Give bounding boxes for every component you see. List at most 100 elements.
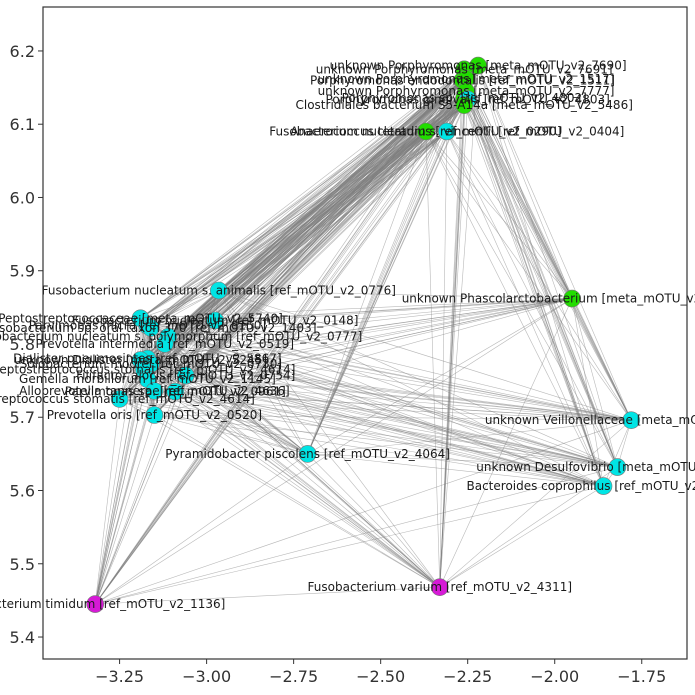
network-edge [477,65,632,421]
node-label: unknown Porphyromonas [meta_mOTU_v2_7690… [330,59,627,73]
network-edge [446,131,632,421]
network-edge [94,131,448,605]
network-edge [439,80,463,588]
network-edge [95,586,440,605]
network-edge [150,327,632,421]
network-edge [143,104,465,370]
network-edge [218,290,573,299]
network-edge [215,320,632,421]
network-node [594,477,613,495]
node-label: Fusobacterium nucleatum s. vincentii [re… [269,125,624,139]
network-edge [218,290,441,588]
network-edge [425,131,632,421]
network-edge [218,131,447,291]
network-edge [147,298,573,380]
network-node [298,445,317,463]
network-edge [185,375,632,421]
network-edge [150,327,441,588]
network-edge [119,398,618,468]
network-edge [119,318,141,399]
node-label: Fusobacterium nucleatum s. animalis [ref… [42,284,396,298]
network-edge [185,375,308,455]
network-node [166,382,185,401]
network-edge [154,131,447,392]
network-edge [463,105,618,468]
network-edge [218,131,427,291]
node-label: Parvimonas sp. [ref_mOTU_v2_0961] [65,385,286,399]
x-tick-label: −2.00 [530,667,579,686]
network-edge [147,378,604,487]
network-edge [95,485,604,605]
network-edge [467,99,604,487]
y-tick-label: 5.8 [10,335,35,354]
node-label-layer: unknown Porphyromonas [meta_mOTU_v2_7690… [0,59,695,611]
network-edge [425,131,441,588]
network-edge [168,336,618,468]
network-edge [439,65,479,588]
network-edge [168,336,632,421]
node-label: Peptostreptococcaceae [meta_mOTU_v2_5740… [0,311,283,325]
node-label: Fusobacterium nucleatum [ref_mOTU_v2_014… [72,314,358,328]
network-edge [140,318,216,321]
network-edge [467,99,632,421]
network-edge [439,419,632,588]
network-edge [95,419,632,605]
network-edge [307,419,632,455]
network-edge [140,290,219,319]
network-edge [439,99,468,588]
network-edge [467,99,573,299]
node-label: Porphyromonas endodontalis [ref_mOTU_v2_… [310,73,615,87]
node-label: unknown Veillonellaceae [meta_mOTU_v2_58… [485,413,695,427]
network-edge [168,131,447,337]
network-edge [140,359,632,421]
network-edge [147,320,216,380]
network-edge [140,318,604,487]
node-label: Porphyromonas sp. [ref_mOTU_v2_4802] [342,91,587,105]
network-edge [571,298,632,421]
network-edge [147,131,427,359]
node-label: Eubacterium timidum [ref_mOTU_v2_1136] [0,597,225,611]
network-edge [164,298,573,345]
node-label: unknown Phascolarctobacterium [meta_mOTU… [402,292,695,306]
network-edge [147,358,632,421]
network-node [417,122,435,141]
network-edge [147,99,468,326]
network-edge [150,327,308,455]
network-node [563,289,581,308]
network-edge [119,398,440,588]
node-label: Dialister pneumosintes [ref_mOTU_v2_5867… [13,352,281,366]
network-edge [215,320,441,588]
network-edge [140,318,632,421]
network-edge [147,290,219,326]
network-edge [94,318,141,605]
node-label: unknown Porphyromonas [meta_mOTU_v2_1517… [318,72,615,86]
network-edge [119,398,604,487]
network-edge [307,453,604,487]
network-edge [154,414,604,487]
network-edge [140,69,465,361]
network-edge [185,375,604,487]
y-axis: 5.4 5.5 5.6 5.7 5.8 5.9 6.0 6.1 6.2 [10,42,43,647]
network-edge [463,105,604,487]
network-edge [185,375,440,588]
y-tick-label: 5.7 [10,408,35,427]
x-tick-label: −2.25 [443,667,492,686]
node-label: Parvimonas micra [ref_mOTU_v2_0150] [29,319,266,333]
network-edge [94,390,155,605]
network-edge [425,131,573,299]
network-edge [140,90,467,319]
network-edge [446,131,573,299]
node-label: Gemella morbillorum [ref_mOTU_v2_1145] [19,372,276,386]
network-edge [154,414,440,588]
network-edge [150,290,219,329]
network-node [156,335,174,353]
network-edge [147,378,632,421]
network-edge [439,466,618,588]
network-node [430,578,449,597]
network-edge [147,69,465,326]
network-edge [154,390,604,487]
network-edge [463,69,632,421]
network-edge [140,69,465,319]
network-edge [147,131,427,326]
network-node [210,281,228,300]
